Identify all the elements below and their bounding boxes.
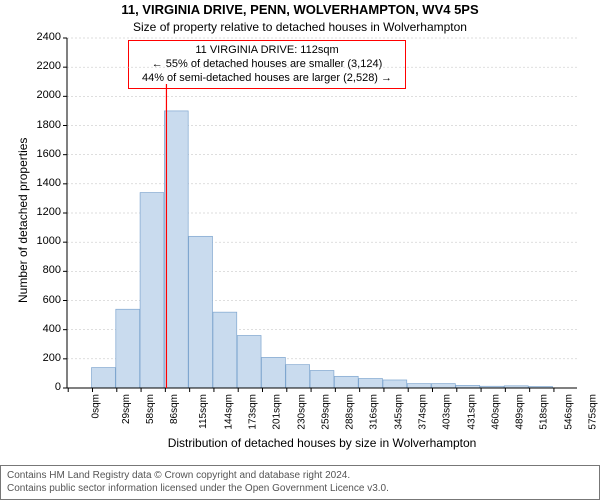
x-tick-label: 316sqm xyxy=(369,394,380,430)
x-tick-label: 518sqm xyxy=(539,394,550,430)
y-tick-label: 2000 xyxy=(31,89,61,101)
y-tick-label: 600 xyxy=(31,294,61,306)
x-tick-label: 345sqm xyxy=(393,394,404,430)
x-tick-label: 259sqm xyxy=(320,394,331,430)
y-tick-label: 800 xyxy=(31,264,61,276)
x-tick-label: 575sqm xyxy=(588,394,599,430)
x-tick-label: 403sqm xyxy=(442,394,453,430)
y-tick-label: 400 xyxy=(31,323,61,335)
x-tick-label: 58sqm xyxy=(145,394,156,424)
x-tick-label: 29sqm xyxy=(121,394,132,424)
x-tick-label: 460sqm xyxy=(490,394,501,430)
x-tick-label: 86sqm xyxy=(169,394,180,424)
x-tick-label: 0sqm xyxy=(91,394,102,418)
x-tick-label: 431sqm xyxy=(466,394,477,430)
y-tick-label: 1000 xyxy=(31,235,61,247)
y-tick-label: 1600 xyxy=(31,148,61,160)
footer-line: Contains HM Land Registry data © Crown c… xyxy=(7,470,593,483)
x-tick-label: 201sqm xyxy=(272,394,283,430)
x-tick-label: 173sqm xyxy=(248,394,259,430)
footer-attribution: Contains HM Land Registry data © Crown c… xyxy=(0,465,600,500)
x-tick-label: 546sqm xyxy=(563,394,574,430)
y-tick-label: 1800 xyxy=(31,119,61,131)
y-tick-label: 200 xyxy=(31,352,61,364)
y-tick-label: 0 xyxy=(31,381,61,393)
x-tick-label: 288sqm xyxy=(345,394,356,430)
footer-line: Contains public sector information licen… xyxy=(7,483,593,496)
y-tick-label: 1400 xyxy=(31,177,61,189)
x-tick-label: 374sqm xyxy=(418,394,429,430)
x-tick-label: 115sqm xyxy=(198,394,209,429)
y-axis-label: Number of detached properties xyxy=(16,138,30,303)
x-tick-label: 230sqm xyxy=(296,394,307,430)
y-tick-label: 2200 xyxy=(31,60,61,72)
y-tick-label: 2400 xyxy=(31,31,61,43)
y-tick-label: 1200 xyxy=(31,206,61,218)
x-tick-label: 144sqm xyxy=(223,394,234,430)
x-axis-label: Distribution of detached houses by size … xyxy=(67,436,577,450)
figure-container: { "title": "11, VIRGINIA DRIVE, PENN, WO… xyxy=(0,0,600,500)
x-tick-label: 489sqm xyxy=(515,394,526,430)
